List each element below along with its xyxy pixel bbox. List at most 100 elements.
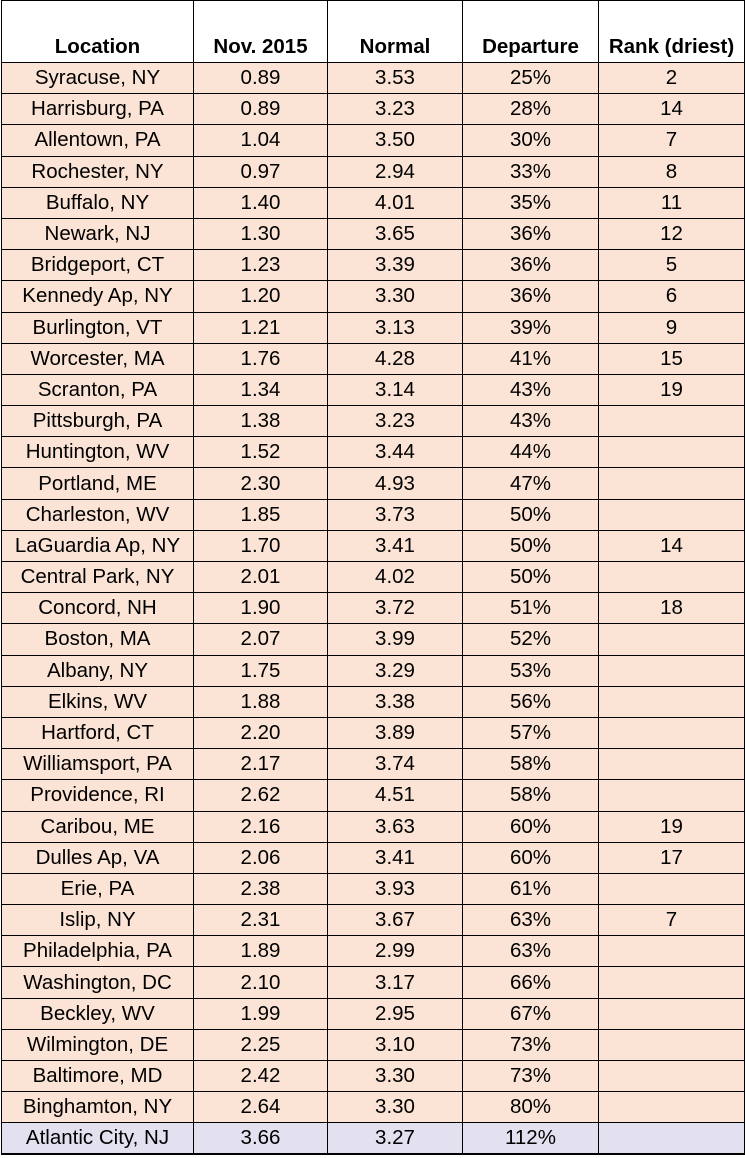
table-row: Kennedy Ap, NY 1.20 3.30 36% 6 xyxy=(1,280,745,313)
cell-normal: 3.63 xyxy=(327,810,463,843)
cell-location: Boston, MA xyxy=(1,623,194,656)
cell-normal: 3.73 xyxy=(327,498,463,531)
cell-departure: 67% xyxy=(462,997,599,1030)
cell-location: Islip, NY xyxy=(1,904,194,937)
table-row: Rochester, NY 0.97 2.94 33% 8 xyxy=(1,155,745,188)
cell-departure: 36% xyxy=(462,280,599,313)
cell-nov-2015: 1.75 xyxy=(193,654,328,687)
table-row: Philadelphia, PA 1.89 2.99 63% xyxy=(1,935,745,968)
cell-rank xyxy=(598,716,745,750)
cell-departure: 44% xyxy=(462,436,599,469)
cell-rank: 7 xyxy=(598,124,745,157)
cell-normal: 3.67 xyxy=(327,904,463,937)
table-row: Baltimore, MD 2.42 3.30 73% xyxy=(1,1059,745,1093)
cell-departure: 60% xyxy=(462,841,599,874)
cell-location: Harrisburg, PA xyxy=(1,93,194,126)
header-location: Location xyxy=(1,0,194,63)
table-row: Huntington, WV 1.52 3.44 44% xyxy=(1,436,745,469)
cell-normal: 3.50 xyxy=(327,124,463,157)
cell-location: Caribou, ME xyxy=(1,810,194,843)
table-row: Islip, NY 2.31 3.67 63% 7 xyxy=(1,904,745,937)
table-row: Scranton, PA 1.34 3.14 43% 19 xyxy=(1,373,745,407)
cell-normal: 3.89 xyxy=(327,716,463,750)
cell-nov-2015: 2.62 xyxy=(193,779,328,812)
cell-departure: 47% xyxy=(462,467,599,500)
cell-departure: 73% xyxy=(462,1028,599,1062)
cell-nov-2015: 1.23 xyxy=(193,249,328,282)
cell-nov-2015: 0.89 xyxy=(193,61,328,95)
cell-normal: 3.29 xyxy=(327,654,463,687)
cell-departure: 50% xyxy=(462,498,599,531)
cell-departure: 63% xyxy=(462,935,599,968)
cell-nov-2015: 2.20 xyxy=(193,716,328,750)
cell-nov-2015: 1.20 xyxy=(193,280,328,313)
cell-rank xyxy=(598,872,745,906)
table-row: LaGuardia Ap, NY 1.70 3.41 50% 14 xyxy=(1,529,745,563)
cell-normal: 3.30 xyxy=(327,1059,463,1093)
cell-departure: 33% xyxy=(462,155,599,188)
cell-nov-2015: 1.90 xyxy=(193,592,328,625)
cell-departure: 41% xyxy=(462,342,599,375)
cell-rank xyxy=(598,1028,745,1062)
cell-departure: 53% xyxy=(462,654,599,687)
cell-location: Pittsburgh, PA xyxy=(1,405,194,438)
table-row: Wilmington, DE 2.25 3.10 73% xyxy=(1,1028,745,1062)
cell-departure: 28% xyxy=(462,93,599,126)
cell-departure: 50% xyxy=(462,560,599,594)
table-row: Burlington, VT 1.21 3.13 39% 9 xyxy=(1,311,745,344)
cell-normal: 3.30 xyxy=(327,1091,463,1124)
cell-location: Beckley, WV xyxy=(1,997,194,1030)
table-row: Binghamton, NY 2.64 3.30 80% xyxy=(1,1091,745,1124)
table-row: Portland, ME 2.30 4.93 47% xyxy=(1,467,745,500)
cell-departure: 36% xyxy=(462,217,599,251)
cell-location: Burlington, VT xyxy=(1,311,194,344)
cell-nov-2015: 1.88 xyxy=(193,685,328,718)
cell-departure: 63% xyxy=(462,904,599,937)
cell-rank xyxy=(598,498,745,531)
cell-rank: 5 xyxy=(598,249,745,282)
cell-nov-2015: 1.38 xyxy=(193,405,328,438)
cell-rank: 12 xyxy=(598,217,745,251)
cell-normal: 3.38 xyxy=(327,685,463,718)
table-row: Worcester, MA 1.76 4.28 41% 15 xyxy=(1,342,745,375)
cell-nov-2015: 2.07 xyxy=(193,623,328,656)
cell-location: Williamsport, PA xyxy=(1,748,194,781)
cell-location: Erie, PA xyxy=(1,872,194,906)
cell-location: Bridgeport, CT xyxy=(1,249,194,282)
cell-normal: 3.23 xyxy=(327,405,463,438)
cell-nov-2015: 0.97 xyxy=(193,155,328,188)
table-row: Newark, NJ 1.30 3.65 36% 12 xyxy=(1,217,745,251)
table-row: Central Park, NY 2.01 4.02 50% xyxy=(1,560,745,594)
cell-nov-2015: 2.64 xyxy=(193,1091,328,1124)
cell-location: Hartford, CT xyxy=(1,716,194,750)
cell-departure: 25% xyxy=(462,61,599,95)
cell-rank xyxy=(598,997,745,1030)
cell-normal: 3.30 xyxy=(327,280,463,313)
table-row: Erie, PA 2.38 3.93 61% xyxy=(1,872,745,906)
cell-location: Concord, NH xyxy=(1,592,194,625)
cell-nov-2015: 1.99 xyxy=(193,997,328,1030)
cell-rank: 7 xyxy=(598,904,745,937)
cell-departure: 56% xyxy=(462,685,599,718)
cell-departure: 43% xyxy=(462,373,599,407)
cell-nov-2015: 1.70 xyxy=(193,529,328,563)
cell-normal: 2.95 xyxy=(327,997,463,1030)
header-row: Location Nov. 2015 Normal Departure Rank… xyxy=(1,0,745,63)
cell-normal: 4.02 xyxy=(327,560,463,594)
cell-rank xyxy=(598,779,745,812)
table-row: Albany, NY 1.75 3.29 53% xyxy=(1,654,745,687)
cell-rank xyxy=(598,654,745,687)
cell-nov-2015: 2.30 xyxy=(193,467,328,500)
cell-nov-2015: 1.89 xyxy=(193,935,328,968)
table-row: Beckley, WV 1.99 2.95 67% xyxy=(1,997,745,1030)
cell-rank xyxy=(598,685,745,718)
cell-departure: 60% xyxy=(462,810,599,843)
cell-normal: 3.72 xyxy=(327,592,463,625)
cell-nov-2015: 1.21 xyxy=(193,311,328,344)
cell-departure: 35% xyxy=(462,186,599,219)
cell-rank: 19 xyxy=(598,810,745,843)
header-rank-driest: Rank (driest) xyxy=(598,0,745,63)
table-row: Caribou, ME 2.16 3.63 60% 19 xyxy=(1,810,745,843)
cell-departure: 58% xyxy=(462,748,599,781)
cell-nov-2015: 1.52 xyxy=(193,436,328,469)
